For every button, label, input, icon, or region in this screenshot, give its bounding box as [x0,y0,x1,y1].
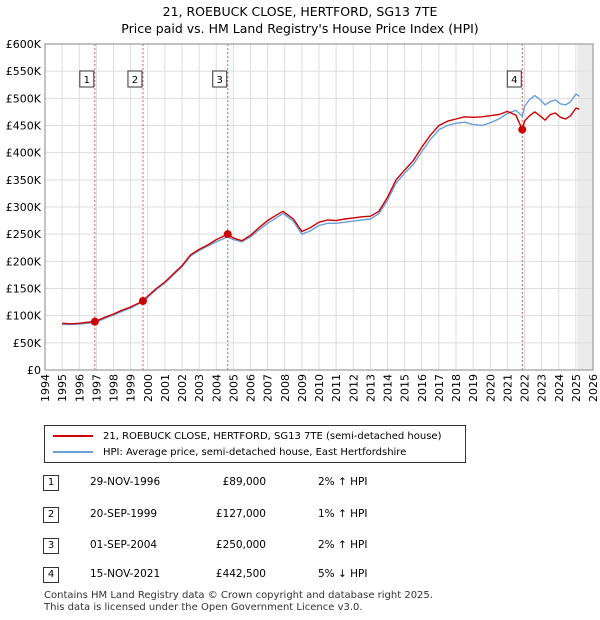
sale-marker-box [506,70,522,88]
y-tick-label: £500K [6,92,42,105]
sale-marker-label: 3 [217,75,223,86]
x-tick-label: 2024 [553,374,566,402]
y-tick-label: £600K [6,38,42,51]
x-tick-label: 2007 [262,374,275,402]
x-tick-label: 2023 [536,374,549,402]
sale-marker-label: 4 [511,75,517,86]
legend-swatch-price [53,435,93,437]
x-tick-label: 2020 [484,374,497,402]
legend-label-hpi: HPI: Average price, semi-detached house,… [103,446,407,458]
legend-swatch-hpi [53,451,93,453]
sale-point [518,125,527,134]
x-tick-label: 2004 [210,374,223,402]
transaction-date: 15-NOV-2021 [90,568,161,580]
sale-marker-box [212,70,228,88]
x-tick-label: 2012 [347,374,360,402]
sale-marker-label: 1 [84,75,90,86]
transaction-price: £250,000 [215,539,266,551]
sale-marker-box [79,70,95,88]
chart-legend: 21, ROEBUCK CLOSE, HERTFORD, SG13 7TE (s… [44,425,466,463]
sale-point [138,296,147,305]
transaction-price: £127,000 [215,508,266,520]
x-tick-label: 1997 [90,374,103,402]
x-tick-label: 2017 [433,374,446,402]
sale-point [90,317,99,326]
y-tick-label: £150K [6,283,42,296]
x-tick-label: 2013 [364,374,377,402]
transaction-row: 1 29-NOV-1996 £89,000 2% ↑ HPI [0,475,600,491]
x-tick-label: 1998 [108,374,121,402]
transaction-number: 3 [43,538,59,554]
legend-item-hpi: HPI: Average price, semi-detached house,… [53,445,406,459]
transaction-number: 1 [43,475,59,491]
y-tick-label: £450K [6,120,42,133]
chart-title: 21, ROEBUCK CLOSE, HERTFORD, SG13 7TE [162,4,438,19]
x-tick-label: 2011 [330,374,343,402]
x-tick-label: 2005 [227,374,240,402]
y-tick-label: £0 [27,364,41,377]
x-tick-label: 2019 [467,374,480,402]
chart-subtitle: Price paid vs. HM Land Registry's House … [121,21,479,36]
transaction-number: 4 [43,567,59,583]
x-tick-label: 2006 [245,374,258,402]
transaction-hpi-diff: 2% ↑ HPI [318,539,368,551]
y-tick-label: £350K [6,174,42,187]
footer-attribution: Contains HM Land Registry data © Crown c… [44,590,433,614]
y-tick-label: £250K [6,228,42,241]
x-tick-label: 2022 [519,374,532,402]
footer-line: Contains HM Land Registry data © Crown c… [44,590,433,601]
x-tick-label: 2003 [193,374,206,402]
transaction-row: 3 01-SEP-2004 £250,000 2% ↑ HPI [0,538,600,554]
x-tick-label: 2009 [296,374,309,402]
x-tick-label: 2021 [501,374,514,402]
transaction-hpi-diff: 1% ↑ HPI [318,508,368,520]
transaction-hpi-diff: 5% ↓ HPI [318,568,368,580]
footer-line: This data is licensed under the Open Gov… [44,602,363,613]
transaction-date: 20-SEP-1999 [90,508,158,520]
price-chart: 1 2 3 4 £0 £50K £100K £150K £200K £250K £300K £350… [6,38,600,402]
y-tick-label: £100K [6,310,42,323]
x-tick-label: 2026 [587,374,600,402]
x-tick-label: 2014 [382,374,395,402]
transaction-row: 4 15-NOV-2021 £442,500 5% ↓ HPI [0,567,600,583]
transaction-number: 2 [43,507,59,523]
x-tick-label: 2018 [450,374,463,402]
transaction-price: £442,500 [215,568,266,580]
x-tick-label: 2000 [142,374,155,402]
transaction-row: 2 20-SEP-1999 £127,000 1% ↑ HPI [0,507,600,523]
transaction-date: 29-NOV-1996 [90,476,161,488]
sale-point [223,230,232,239]
x-tick-label: 2015 [399,374,412,402]
transaction-hpi-diff: 2% ↑ HPI [318,476,368,488]
x-tick-label: 2002 [176,374,189,402]
legend-label-price: 21, ROEBUCK CLOSE, HERTFORD, SG13 7TE (s… [103,430,442,442]
x-tick-label: 2016 [416,374,429,402]
sale-marker-box [127,70,143,88]
y-tick-label: £300K [6,201,42,214]
y-tick-label: £550K [6,65,42,78]
x-tick-label: 1995 [56,374,69,402]
transaction-date: 01-SEP-2004 [90,539,158,551]
transaction-price: £89,000 [222,476,266,488]
y-tick-label: £200K [6,255,42,268]
sale-marker-label: 2 [132,75,138,86]
y-tick-label: £400K [6,147,42,160]
x-tick-label: 1996 [73,374,86,402]
x-tick-label: 2025 [570,374,583,402]
x-tick-label: 1999 [125,374,138,402]
x-tick-label: 2010 [313,374,326,402]
x-tick-label: 1994 [39,374,52,402]
hpi-line [62,93,580,326]
plot-frame [44,43,594,371]
x-tick-label: 2008 [279,374,292,402]
y-tick-label: £50K [13,337,42,350]
price-paid-line [62,107,580,325]
legend-item-price: 21, ROEBUCK CLOSE, HERTFORD, SG13 7TE (s… [53,429,442,443]
x-tick-label: 2001 [159,374,172,402]
